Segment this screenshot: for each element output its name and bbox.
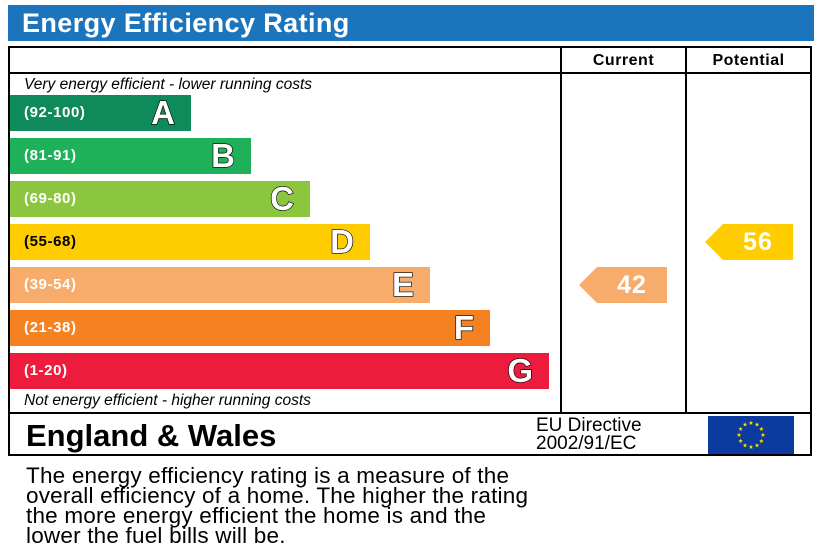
rating-band-b: (81-91) B xyxy=(10,137,251,174)
divider-current-left xyxy=(560,46,562,414)
eu-directive: EU Directive 2002/91/EC xyxy=(536,415,642,454)
band-range-label: (92-100) xyxy=(24,104,86,121)
current-rating-arrow: 42 xyxy=(579,267,667,303)
band-letter: E xyxy=(391,266,414,303)
description-line: the more energy efficient the home is an… xyxy=(26,503,487,528)
header-row-divider xyxy=(8,72,812,74)
band-letter: G xyxy=(507,352,534,389)
band-range-label: (55-68) xyxy=(24,233,77,250)
footer-row-divider xyxy=(8,412,812,414)
eu-star xyxy=(738,438,743,443)
divider-potential-left xyxy=(685,46,687,414)
band-letter: D xyxy=(330,223,355,260)
title-bar: Energy Efficiency Rating xyxy=(8,5,814,41)
description-line: lower the fuel bills will be. xyxy=(26,523,286,548)
eu-star xyxy=(759,426,764,431)
rating-band-f: (21-38) F xyxy=(10,309,490,346)
eu-flag-icon xyxy=(708,416,794,454)
eu-star xyxy=(754,442,760,448)
description-text: The energy efficiency rating is a measur… xyxy=(26,463,806,548)
directive-line-1: EU Directive xyxy=(536,415,642,436)
top-caption: Very energy efficient - lower running co… xyxy=(24,76,313,93)
rating-band-g: (1-20) G xyxy=(10,352,549,389)
band-range-label: (21-38) xyxy=(24,319,77,336)
band-letter: F xyxy=(453,309,474,346)
description-line: The energy efficiency rating is a measur… xyxy=(26,463,510,488)
eu-star xyxy=(738,426,743,431)
bottom-caption: Not energy efficient - higher running co… xyxy=(24,392,311,409)
eu-star xyxy=(760,432,766,437)
band-letter: C xyxy=(270,180,295,217)
current-rating-arrow-value: 42 xyxy=(617,271,647,299)
potential-rating-arrow: 56 xyxy=(705,224,793,260)
current-column-header: Current xyxy=(592,52,655,69)
page-title: Energy Efficiency Rating xyxy=(22,8,350,38)
eu-star xyxy=(754,422,760,427)
eu-star xyxy=(748,444,754,449)
directive-line-2: 2002/91/EC xyxy=(536,433,637,454)
band-range-label: (69-80) xyxy=(24,190,77,207)
rating-band-e: (39-54) E xyxy=(10,266,430,303)
eu-star xyxy=(742,442,748,448)
eu-star xyxy=(736,432,742,437)
description-line: overall efficiency of a home. The higher… xyxy=(26,483,529,508)
rating-band-c: (69-80) C xyxy=(10,180,310,217)
country-label: England & Wales xyxy=(26,418,277,453)
eu-star xyxy=(759,438,764,443)
eu-star xyxy=(742,422,748,427)
potential-rating-arrow-value: 56 xyxy=(743,228,773,256)
rating-band-a: (92-100) A xyxy=(10,94,191,131)
eu-star xyxy=(748,420,754,425)
potential-column-header: Potential xyxy=(712,52,785,69)
rating-band-d: (55-68) D xyxy=(10,223,370,260)
band-range-label: (39-54) xyxy=(24,276,77,293)
band-range-label: (1-20) xyxy=(24,362,68,379)
band-letter: A xyxy=(151,94,176,131)
band-range-label: (81-91) xyxy=(24,147,77,164)
band-letter: B xyxy=(211,137,236,174)
